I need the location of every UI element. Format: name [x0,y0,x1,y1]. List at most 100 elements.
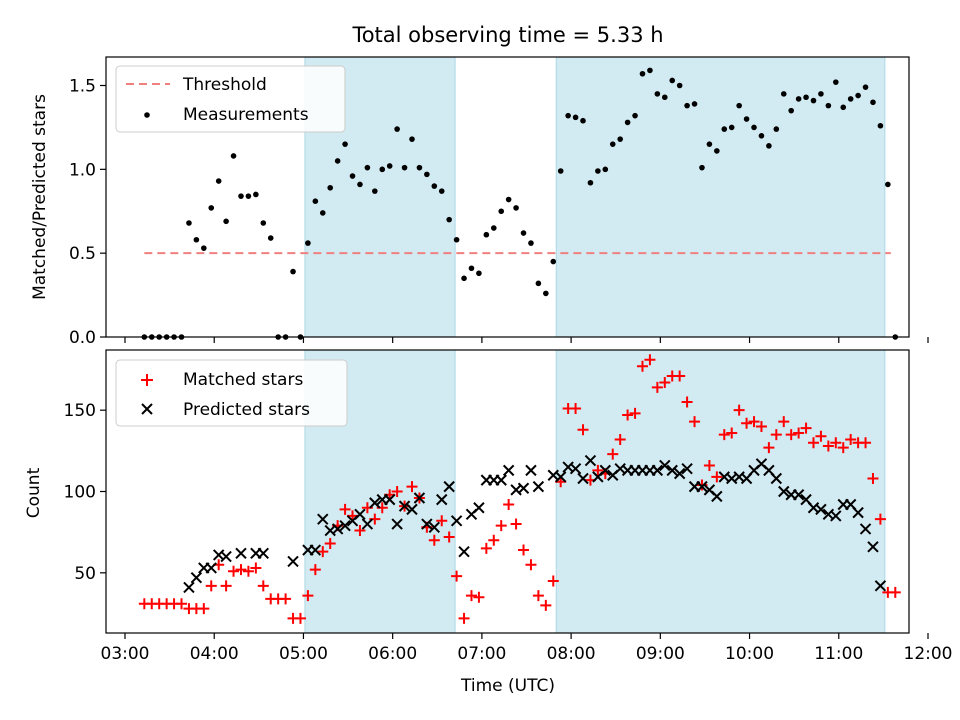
matched-star-marker [845,433,857,445]
predicted-star-marker [287,555,299,568]
predicted-star-marker [517,482,530,494]
matched-star-marker [785,429,797,441]
top-y-axis-label: Matched/Predicted stars [30,94,50,300]
matched-star-marker [622,409,634,421]
matched-star-marker [763,442,775,454]
measurement-point [647,67,653,74]
matched-star-marker [205,580,217,592]
matched-star-marker [674,370,686,382]
predicted-star-marker [190,571,203,584]
predicted-star-marker [792,489,805,501]
measurement-point [557,168,564,174]
legend-matched-swatch [141,374,153,386]
measurement-point [186,220,192,226]
matched-star-marker [867,472,879,484]
x-axis-label: Time (UTC) [460,676,555,696]
measurement-point [260,220,267,226]
measurement-point [706,141,713,147]
measurement-point [691,101,698,107]
matched-star-marker [837,442,849,454]
measurement-point [438,188,445,194]
predicted-star-marker [436,493,448,506]
measurement-point [766,143,772,149]
x-tick-label: 03:00 [101,644,150,664]
predicted-star-marker [711,490,723,503]
matched-star-marker [436,515,448,527]
matched-star-marker [176,598,188,610]
measurement-point [253,191,259,198]
matched-star-marker [800,422,812,434]
predicted-star-marker [852,506,864,519]
measurement-point [736,102,742,109]
matched-star-marker [629,407,641,419]
x-tick-label: 07:00 [457,644,506,664]
measurement-point [862,84,869,90]
matched-star-marker [428,534,440,546]
matched-star-marker [391,486,403,497]
measurement-point [602,166,609,173]
measurement-point [885,181,891,188]
predicted-star-marker [502,464,515,477]
matched-star-marker [443,531,455,543]
measurement-point [751,124,757,131]
measurement-point [349,173,356,179]
predicted-star-marker [599,464,612,477]
predicted-star-marker [473,502,485,514]
matched-star-marker [532,590,544,602]
matched-star-marker [235,564,247,576]
predicted-star-marker [428,521,441,533]
measurement-point [424,171,430,178]
measurement-point [535,280,542,287]
matched-star-marker [748,416,760,428]
predicted-star-marker [331,523,344,535]
predicted-star-marker [659,459,671,472]
matched-star-marker [302,590,314,602]
measurement-point [520,230,527,236]
predicted-star-marker [354,508,366,520]
legend-measurement-label: Measurements [183,105,309,125]
measurement-point [201,245,207,251]
measurement-point [565,112,571,119]
measurement-point [818,91,824,97]
predicted-star-marker [406,503,418,516]
measurement-point [364,164,371,171]
measurement-point [840,104,847,111]
measurement-point [728,124,735,131]
matched-star-marker [651,381,663,393]
measurement-point [870,99,876,106]
x-tick-label: 09:00 [636,644,685,664]
predicted-star-marker [681,463,693,475]
axes-frame [105,56,910,338]
predicted-star-marker [770,472,783,485]
matched-star-marker [473,591,485,603]
matched-star-marker [354,525,366,537]
predicted-star-marker [220,550,232,563]
measurement-point [617,136,623,142]
predicted-star-marker [183,581,195,594]
legend-predicted-swatch [141,403,153,415]
measurement-point [505,196,512,203]
matched-star-marker [793,427,805,439]
y-tick-label: 50 [74,564,96,584]
measurement-point [684,102,690,109]
x-tick-label: 12:00 [904,644,953,664]
predicted-star-marker [532,480,545,493]
measurement-point [855,92,861,99]
measurement-point [498,208,505,215]
predicted-star-marker [317,513,329,525]
measurement-point [267,235,274,241]
predicted-star-marker [383,493,396,506]
measurement-point [446,216,452,223]
matched-star-marker [242,565,254,577]
measurement-point [334,158,341,164]
matched-star-marker [874,513,886,525]
measurement-point [230,153,237,159]
measurement-point [215,178,222,184]
measurement-point [773,126,780,132]
matched-star-marker [250,562,262,574]
predicted-star-marker [361,518,374,530]
matched-star-marker [525,559,537,571]
measurement-point [305,240,311,246]
x-tick-label: 08:00 [547,644,596,664]
measurement-point [401,164,408,171]
